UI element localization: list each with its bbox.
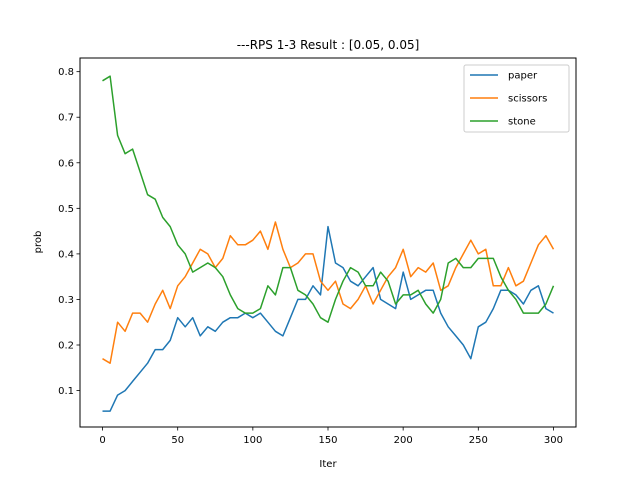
y-tick-label: 0.6 — [58, 158, 74, 169]
y-tick-label: 0.7 — [58, 113, 74, 124]
y-axis: 0.1 0.2 0.3 0.4 0.5 0.6 0.7 0.8 — [58, 67, 80, 397]
y-tick-label: 0.5 — [58, 204, 74, 215]
legend-label-stone: stone — [508, 117, 536, 128]
chart-title: ---RPS 1-3 Result : [0.05, 0.05] — [237, 38, 420, 52]
series-layer — [102, 75, 555, 412]
y-tick-label: 0.1 — [58, 386, 74, 397]
series-line-paper — [102, 225, 554, 412]
x-tick-label: 50 — [171, 435, 184, 446]
x-tick-label: 200 — [394, 435, 413, 446]
y-tick-label: 0.3 — [58, 295, 74, 306]
legend-box — [463, 64, 570, 133]
legend-label-scissors: scissors — [508, 94, 547, 105]
x-axis-label: Iter — [319, 459, 337, 470]
legend-label-paper: paper — [508, 71, 538, 82]
x-tick-label: 250 — [469, 435, 488, 446]
y-axis-label: prob — [33, 231, 44, 254]
x-tick-label: 150 — [318, 435, 337, 446]
series-line-scissors — [102, 221, 555, 364]
y-tick-label: 0.4 — [58, 249, 74, 260]
y-tick-label: 0.8 — [58, 67, 74, 78]
series-line-stone — [102, 75, 555, 323]
x-tick-label: 100 — [243, 435, 262, 446]
legend: paper scissors stone — [463, 64, 570, 133]
x-tick-label: 300 — [544, 435, 563, 446]
y-tick-label: 0.2 — [58, 341, 74, 352]
x-axis: 0 50 100 150 200 250 300 — [99, 427, 563, 446]
x-tick-label: 0 — [99, 435, 105, 446]
